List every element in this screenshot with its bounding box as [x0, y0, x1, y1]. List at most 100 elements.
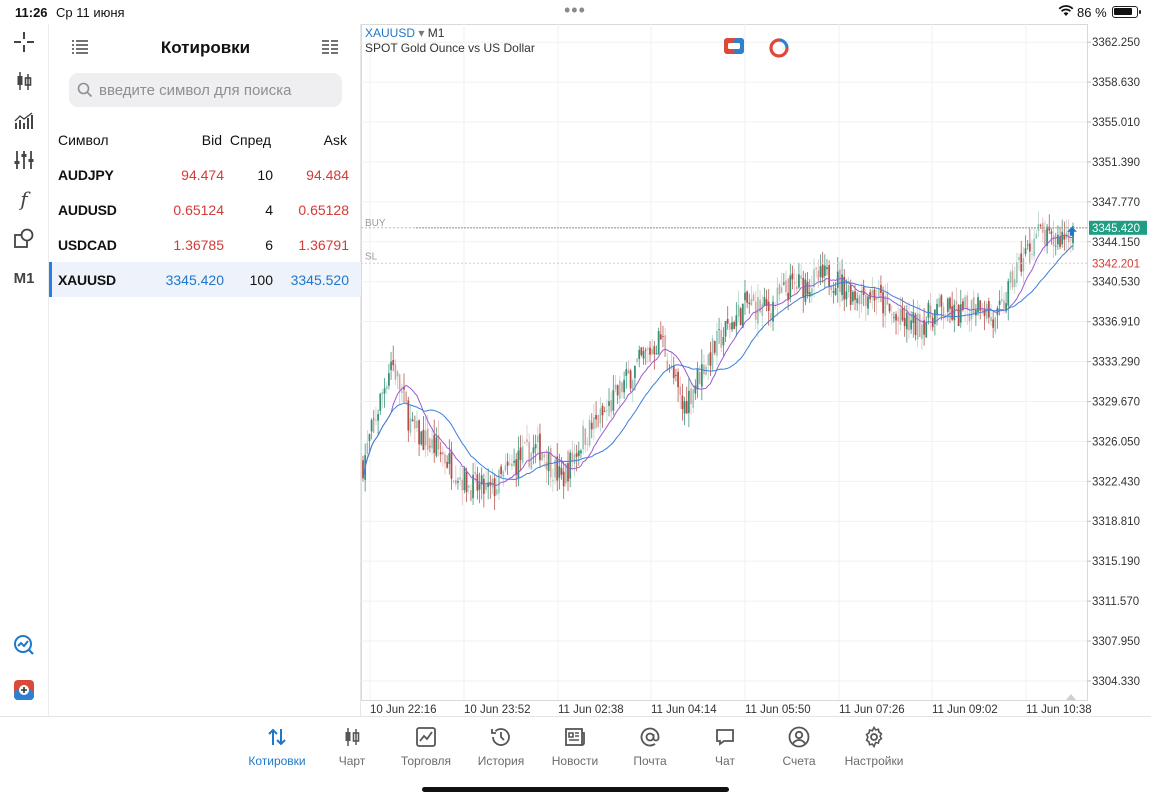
candle [435, 427, 438, 458]
tab-accounts[interactable]: Счета [761, 725, 837, 775]
candle [940, 293, 943, 321]
arrows-updown-icon [268, 728, 286, 746]
candle [726, 306, 729, 330]
candle [476, 466, 479, 500]
candle [1011, 263, 1014, 291]
tab-history[interactable]: История [463, 725, 539, 775]
candle [590, 413, 593, 439]
objects-icon[interactable] [10, 224, 38, 252]
quote-row-usdcad[interactable]: USDCAD 1.36785 6 1.36791 [49, 227, 362, 262]
candle [377, 409, 380, 436]
candle [571, 440, 574, 470]
candle [923, 307, 925, 346]
candle [875, 289, 878, 315]
candle [618, 375, 621, 409]
bar-chart-icon[interactable] [10, 107, 38, 135]
one-click-trade-icon[interactable] [724, 38, 744, 59]
quote-row-audjpy[interactable]: AUDJPY 94.474 10 94.484 [49, 157, 362, 192]
y-tick-label: 3311.570 [1092, 596, 1139, 608]
crosshair-icon[interactable] [10, 28, 38, 56]
candle [653, 341, 656, 370]
candle [979, 300, 982, 320]
indicators-icon[interactable] [10, 146, 38, 174]
candle [763, 287, 766, 307]
candle [457, 477, 459, 490]
status-date: Ср 11 июня [56, 5, 125, 20]
chart-canvas[interactable]: BUY SL 3345.420 3342.201 3362.250 3358.630 33… [361, 24, 1151, 716]
candle [765, 289, 768, 312]
candle [860, 283, 863, 313]
candle [433, 419, 436, 463]
candle [949, 296, 951, 324]
candle [409, 404, 412, 437]
bottom-tab-bar: Котировки Чарт Торговля История Новости … [0, 716, 1151, 800]
candle [608, 388, 610, 417]
tab-settings[interactable]: Настройки [836, 725, 912, 775]
candlestick-icon[interactable] [10, 67, 38, 95]
candle [862, 279, 865, 307]
candle [539, 423, 541, 467]
quote-bid: 0.65124 [173, 202, 224, 218]
candle [821, 251, 824, 283]
candle [403, 373, 405, 404]
tab-chart[interactable]: Чарт [314, 725, 390, 775]
signal-ring-icon[interactable] [769, 38, 789, 63]
candle [769, 305, 772, 328]
buy-arrow-icon [1067, 226, 1077, 236]
chat-icon [716, 729, 734, 746]
candle [1050, 228, 1053, 245]
list-view-icon[interactable] [71, 38, 89, 61]
candle [379, 392, 382, 415]
tab-news[interactable]: Новости [537, 725, 613, 775]
candle [480, 467, 483, 500]
candle [828, 260, 831, 296]
quote-row-xauusd[interactable]: XAUUSD 3345.420 100 3345.520 [49, 262, 362, 297]
candle [819, 254, 822, 285]
candle [867, 294, 869, 316]
candle [776, 277, 779, 317]
function-icon[interactable]: f [20, 187, 28, 211]
candle [985, 300, 988, 322]
quote-row-audusd[interactable]: AUDUSD 0.65124 4 0.65128 [49, 192, 362, 227]
candle [929, 293, 932, 331]
candle [694, 379, 697, 401]
candle [1022, 247, 1025, 284]
candle [508, 454, 511, 466]
candle [629, 368, 632, 393]
candle [511, 454, 513, 470]
candle [871, 276, 874, 310]
one-click-trading-icon[interactable] [10, 676, 38, 704]
candle [895, 311, 897, 335]
candle [679, 376, 682, 409]
candle [616, 384, 619, 405]
price-chart[interactable]: BUY SL 3345.420 3342.201 3362.250 3358.630 33… [361, 24, 1151, 716]
trade-signal-icon[interactable] [10, 631, 38, 659]
detailed-view-icon[interactable] [321, 38, 339, 61]
candle [448, 439, 451, 475]
candle [575, 444, 578, 472]
candle [957, 303, 960, 327]
scroll-end-icon[interactable] [1066, 694, 1076, 700]
candle [470, 483, 472, 503]
search-input[interactable] [99, 73, 335, 107]
multitask-dots-icon[interactable]: ••• [564, 0, 586, 20]
tab-mail[interactable]: Почта [612, 725, 688, 775]
candle [534, 434, 537, 464]
candle [500, 463, 503, 478]
candle [461, 467, 464, 506]
candle [444, 451, 446, 475]
candle [657, 327, 660, 355]
candle [994, 315, 997, 335]
timeframe-button[interactable]: M1 [13, 269, 35, 287]
candle [724, 320, 727, 343]
candle [472, 463, 474, 505]
candle [459, 465, 462, 486]
tab-quotes[interactable]: Котировки [239, 725, 315, 775]
tab-trade[interactable]: Торговля [388, 725, 464, 775]
candle [1033, 227, 1036, 261]
candle [612, 375, 615, 416]
trade-chart-icon [416, 727, 436, 747]
quote-bid: 1.36785 [173, 237, 224, 253]
symbol-search[interactable] [69, 73, 342, 107]
tab-chat[interactable]: Чат [687, 725, 763, 775]
